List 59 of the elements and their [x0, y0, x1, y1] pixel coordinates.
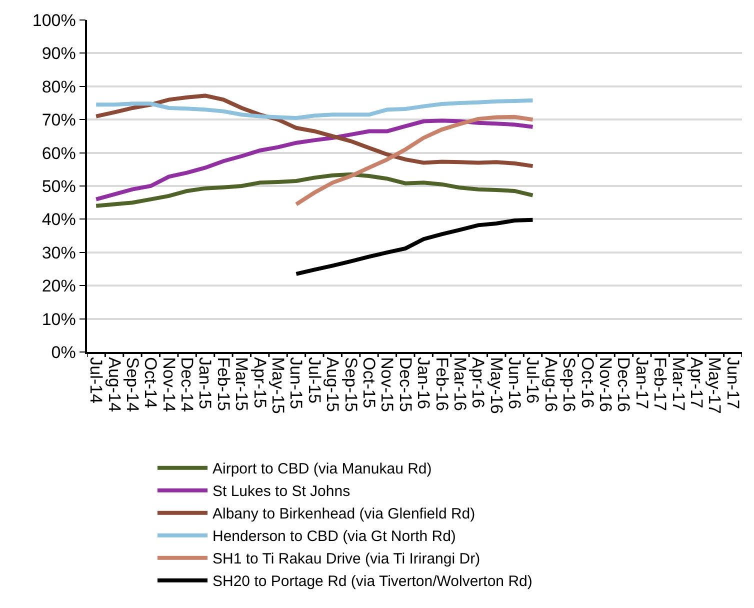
x-tick-label: Feb-16 [432, 357, 452, 412]
y-tick-label: 0% [51, 342, 76, 362]
x-tick-label: Jan-15 [196, 357, 215, 410]
x-tick-label: Jun-17 [723, 357, 742, 410]
x-tick-label: Oct-14 [141, 357, 160, 408]
x-tick-label: Feb-15 [214, 357, 233, 412]
x-tick-label: Mar-15 [232, 357, 252, 412]
legend-label: Airport to CBD (via Manukau Rd) [212, 460, 432, 478]
line-series [94, 172, 535, 208]
y-tick-label: 80% [42, 77, 76, 96]
x-tick-label: Sep-16 [560, 357, 579, 412]
x-tick-label: Oct-16 [578, 357, 597, 408]
x-tick-label: Sep-15 [341, 357, 360, 412]
x-tick-label: Nov-14 [159, 357, 178, 412]
x-tick-label: Jul-16 [523, 357, 542, 404]
line-series [294, 114, 535, 206]
x-tick-label: May-17 [705, 357, 724, 414]
x-tick-label: Feb-17 [650, 357, 670, 412]
x-tick-label: Dec-15 [396, 357, 415, 412]
legend-label: SH20 to Portage Rd (via Tiverton/Wolverton Rd) [212, 573, 532, 590]
x-tick-label: Mar-16 [450, 357, 470, 412]
x-tick-label: Dec-16 [614, 357, 634, 412]
x-tick-label: Jun-15 [286, 357, 306, 410]
legend-label: SH1 to Ti Rakau Drive (via Ti Irirangi Dr) [212, 550, 480, 568]
x-tick-label: Jan-17 [632, 357, 652, 410]
x-tick-label: Aug-16 [541, 357, 560, 412]
x-tick-label: Apr-16 [468, 357, 488, 408]
x-tick-label: May-16 [486, 357, 506, 414]
y-tick-label: 30% [42, 243, 76, 262]
x-tick-label: Dec-14 [178, 357, 197, 412]
y-tick-label: 90% [42, 44, 76, 64]
legend-label: Albany to Birkenhead (via Glenfield Rd) [212, 506, 476, 523]
x-tick-label: Apr-17 [686, 357, 706, 408]
x-tick-label: Jul-15 [304, 357, 324, 404]
legend-label: St Lukes to St Johns [212, 483, 350, 500]
x-tick-label: Apr-15 [250, 357, 270, 408]
x-tick-label: Aug-14 [104, 357, 124, 412]
y-tick-label: 10% [42, 310, 76, 329]
y-tick-label: 50% [42, 176, 76, 196]
x-tick-label: Jun-16 [505, 357, 524, 410]
y-tick-label: 100% [32, 10, 76, 30]
x-tick-label: Jul-14 [86, 357, 106, 404]
x-tick-label: Nov-16 [596, 357, 616, 412]
line-series [94, 98, 535, 120]
line-series [94, 118, 535, 202]
x-tick-label: Jan-16 [414, 357, 434, 410]
y-tick-label: 40% [42, 210, 76, 230]
x-tick-label: Mar-17 [668, 357, 688, 412]
y-tick-label: 70% [42, 110, 76, 130]
x-tick-label: Nov-15 [378, 357, 397, 412]
line-series [294, 218, 535, 276]
x-tick-label: Oct-15 [359, 357, 378, 408]
line-series [94, 94, 535, 168]
x-tick-label: May-15 [268, 357, 288, 414]
legend-label: Henderson to CBD (via Gt North Rd) [212, 528, 456, 546]
y-tick-label: 20% [42, 276, 76, 296]
y-tick-label: 60% [42, 144, 76, 163]
x-tick-label: Aug-15 [323, 357, 342, 412]
x-tick-label: Sep-14 [122, 357, 142, 412]
